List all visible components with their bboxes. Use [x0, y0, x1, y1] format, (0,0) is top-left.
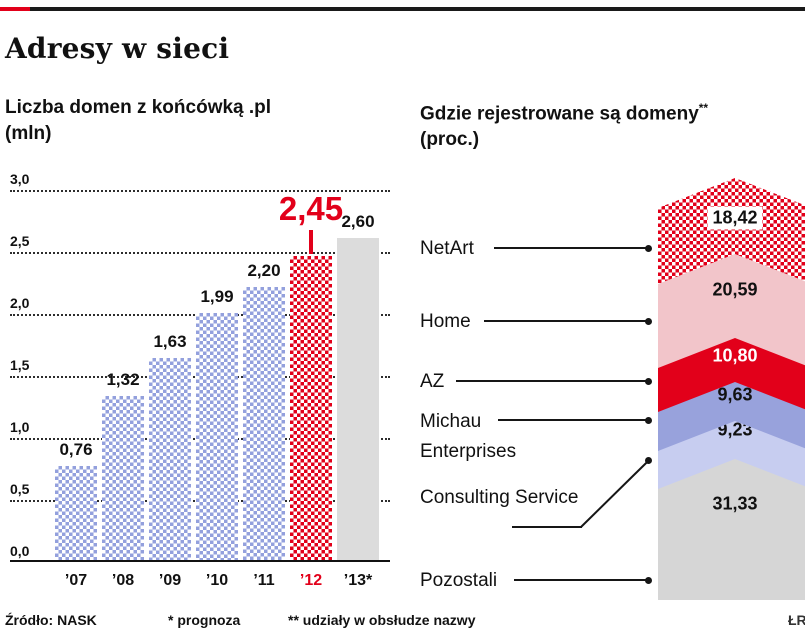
series-label-home: Home [420, 311, 471, 332]
bar-07 [55, 466, 97, 560]
label-connector-line [456, 380, 646, 382]
highlight-pointer-line [309, 230, 313, 254]
bar-value-label: 2,20 [247, 261, 281, 280]
left-chart-subtitle-line2: (mln) [5, 123, 52, 144]
label-connector-line [494, 247, 646, 249]
chevron-chart: 18,42 20,59 10,80 9,63 9,23 31,33 [658, 178, 805, 600]
connector-dot [645, 577, 652, 584]
bar-10 [196, 313, 238, 560]
right-chart-subtitle-line2: (proc.) [420, 129, 480, 151]
y-axis-tick-label: 2,5 [10, 233, 30, 249]
y-axis-tick-label: 3,0 [10, 171, 30, 187]
right-chart-subtitle-line1: Gdzie rejestrowane są domeny [420, 103, 699, 125]
chevron-segment-pozostali: 31,33 [658, 459, 805, 600]
bar-chart-plot: 3,0 2,5 2,0 1,5 1,0 0,5 0,0 0,76 1,32 1,63 1,99 2,… [10, 171, 390, 562]
footer: Źródło: NASK * prognoza ** udziały w obs… [0, 612, 805, 635]
series-label-pozostali: Pozostali [420, 570, 498, 591]
segment-value-label: 10,80 [712, 345, 758, 366]
series-label-michau-enterprises: Michau Enterprises [420, 411, 517, 462]
label-connector-line [512, 526, 582, 528]
bar-08 [102, 396, 144, 560]
left-chart-subtitle-line1: Liczba domen z końcówką .pl [5, 97, 272, 118]
label-connector-line [484, 320, 646, 322]
x-axis-label: ’13* [343, 572, 373, 589]
series-label-az: AZ [420, 371, 445, 392]
connector-dot [645, 245, 652, 252]
y-axis-tick-label: 0,0 [10, 543, 30, 559]
gridline [10, 190, 390, 192]
x-axis-label: ’09 [158, 572, 182, 589]
bar-12 [290, 256, 332, 560]
segment-value-label: 20,59 [712, 279, 758, 300]
connector-dot [645, 318, 652, 325]
segment-value-label: 31,33 [712, 493, 758, 514]
bar-chart-bars: 0,76 1,32 1,63 1,99 2,20 2,45 2,60 [10, 186, 390, 562]
left-chart-subtitle: Liczba domen z końcówką .pl (mln) [5, 95, 271, 147]
segment-value-label: 18,42 [707, 206, 763, 230]
highlighted-value-label: 2,45 [278, 190, 344, 227]
segment-value-label: 9,23 [717, 419, 753, 440]
top-rule-accent [0, 7, 30, 11]
segment-value-label: 9,63 [717, 384, 753, 405]
x-axis-label: ’07 [64, 572, 88, 589]
x-axis-line [10, 560, 390, 562]
x-axis-label: ’08 [111, 572, 135, 589]
series-label-netart: NetArt [420, 238, 474, 259]
footnote-marker: ** [698, 101, 709, 115]
shares-note: ** udziały w obsłudze nazwy [288, 612, 476, 628]
bar-09 [149, 358, 191, 560]
series-label-consulting-service: Consulting Service [420, 487, 579, 508]
source-note: Źródło: NASK [5, 612, 97, 628]
top-rule [0, 7, 805, 11]
label-connector-line [514, 579, 646, 581]
bar-value-label: 1,32 [106, 370, 140, 389]
y-axis-tick-label: 0,5 [10, 481, 30, 497]
y-axis-tick-label: 2,0 [10, 295, 30, 311]
bar-value-label: 1,99 [200, 287, 234, 306]
x-axis-labels: ’07 ’08 ’09 ’10 ’11 ’12 ’13* [10, 572, 390, 598]
credit: ŁR [788, 612, 805, 628]
forecast-note: * prognoza [168, 612, 241, 628]
bar-11 [243, 287, 285, 560]
bar-value-label: 1,63 [153, 332, 187, 351]
gridline [10, 252, 390, 254]
connector-dot [645, 378, 652, 385]
bar-13 [337, 238, 379, 560]
label-connector-line-diagonal [580, 460, 649, 528]
right-chart-subtitle: Gdzie rejestrowane są domeny** (proc.) [420, 95, 708, 153]
x-axis-label: ’12 [299, 572, 323, 589]
y-axis-tick-label: 1,5 [10, 357, 30, 373]
page-title: Adresy w sieci [5, 32, 230, 65]
bar-value-label: 2,60 [341, 212, 375, 231]
bar-value-label: 0,76 [59, 440, 93, 459]
label-connector-line [498, 419, 646, 421]
y-axis-tick-label: 1,0 [10, 419, 30, 435]
x-axis-label: ’10 [205, 572, 229, 589]
connector-dot [645, 457, 652, 464]
connector-dot [645, 417, 652, 424]
x-axis-label: ’11 [253, 572, 275, 589]
